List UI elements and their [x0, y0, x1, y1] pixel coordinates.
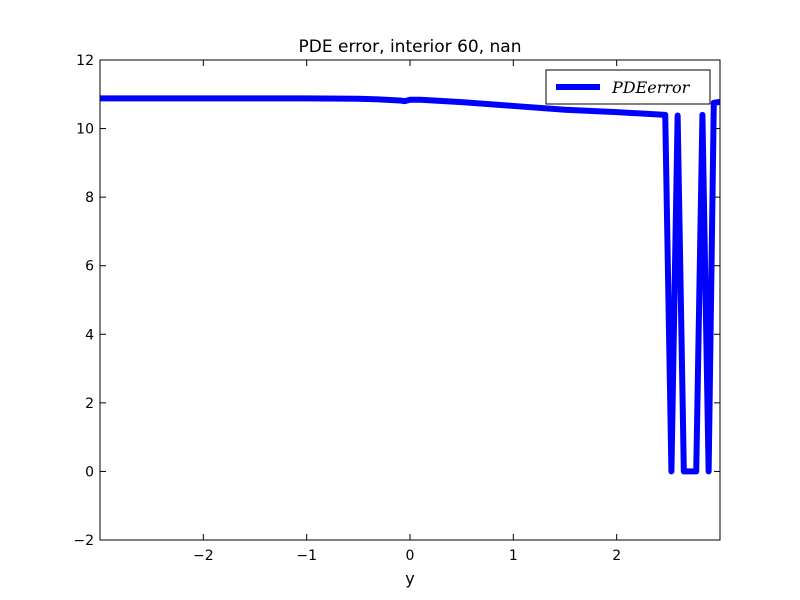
y-tick-label: 12: [76, 53, 94, 69]
x-axis-label: y: [405, 569, 414, 588]
y-tick-label: 0: [85, 464, 94, 480]
y-tick-label: 10: [76, 122, 94, 138]
x-tick-label: 2: [612, 548, 621, 564]
series-line-0: [100, 95, 720, 475]
chart-title: PDE error, interior 60, nan: [299, 37, 522, 57]
legend: PDEerror: [545, 69, 711, 105]
x-tick-label: −2: [193, 548, 214, 564]
plot-frame: [99, 59, 721, 541]
x-tick-label: 1: [509, 548, 518, 564]
y-tick-label: 8: [85, 190, 94, 206]
legend-label: PDEerror: [611, 78, 691, 97]
x-tick-label: 0: [406, 548, 415, 564]
y-tick-label: 2: [85, 396, 94, 412]
y-tick-label: −2: [73, 533, 94, 549]
y-tick-label: 6: [85, 259, 94, 275]
x-tick-label: −1: [296, 548, 317, 564]
plot-area: [100, 95, 720, 475]
y-tick-label: 4: [85, 327, 94, 343]
